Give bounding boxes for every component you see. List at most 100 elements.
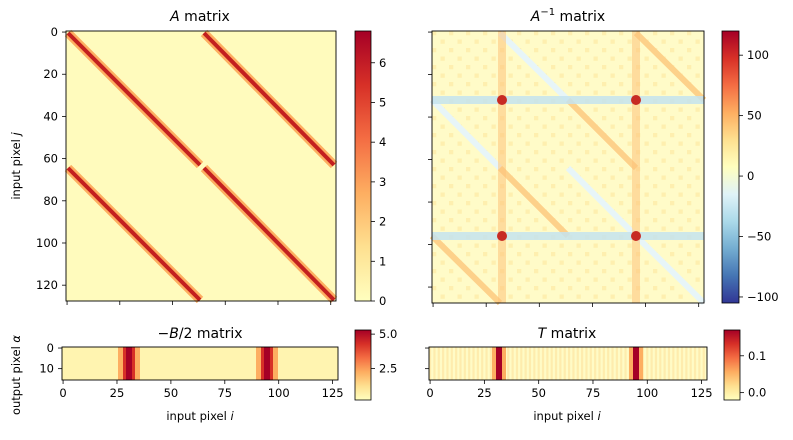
panel-t-stripe [554, 347, 558, 380]
panel-t-x-axis: 0 25 50 75 100 125 [426, 380, 713, 400]
panel-ainv-cell [542, 107, 547, 112]
panel-a-diagonal-lower-right-core [202, 166, 336, 302]
panel-b-x-tick-label: 125 [322, 386, 344, 400]
panel-ainv-cell [466, 184, 471, 189]
panel-ainv-cell [432, 48, 437, 53]
panel-ainv-cell [585, 133, 590, 138]
panel-ainv-cell [517, 31, 522, 36]
panel-ainv-cell [542, 141, 547, 146]
panel-ainv-cell [542, 294, 547, 299]
panel-ainv-cell [440, 73, 445, 78]
panel-ainv-cell [508, 124, 513, 129]
panel-ainv-cell [483, 48, 488, 53]
panel-ainv-cell [474, 192, 479, 197]
panel-ainv-cell [474, 243, 479, 248]
panel-ainv-cell [661, 90, 666, 95]
panel-ainv-cell [585, 286, 590, 291]
panel-ainv-cell [576, 277, 581, 282]
panel-ainv-cell [653, 286, 658, 291]
panel-t-stripe [515, 347, 519, 380]
panel-ainv-cell [610, 175, 615, 180]
panel-t-stripe [667, 347, 671, 380]
panel-ainv-cell [432, 201, 437, 206]
panel-ainv-cell [627, 90, 632, 95]
panel-t-x-label: input pixel i [533, 409, 601, 423]
panel-ainv-cell [585, 150, 590, 155]
panel-ainv-cell [585, 167, 590, 172]
panel-t-stripe [693, 347, 697, 380]
panel-ainv-cell [517, 167, 522, 172]
panel-ainv-cell [619, 82, 624, 87]
panel-ainv-cell [695, 158, 700, 163]
panel-t-stripe [433, 347, 436, 380]
panel-ainv-cell [610, 277, 615, 282]
panel-t-stripe [680, 347, 684, 380]
panel-ainv-cell [542, 39, 547, 44]
panel-ainv-cell [568, 150, 573, 155]
panel-ainv-cell [457, 107, 462, 112]
panel-ainv-cell [585, 48, 590, 53]
panel-ainv-cell [627, 243, 632, 248]
panel-ainv-cell [534, 116, 539, 121]
panel-t-stripe [615, 347, 618, 380]
panel-ainv-cell [678, 90, 683, 95]
panel-ainv-diagonal-2 [429, 97, 503, 171]
panel-a-diagonal-upper-right-core [202, 31, 336, 167]
panel-ainv-cell [517, 65, 522, 70]
panel-ainv-cell [644, 226, 649, 231]
panel-ainv-cell [440, 260, 445, 265]
panel-ainv-cell [559, 39, 564, 44]
panel-ainv-cell [619, 252, 624, 257]
panel-ainv-cell [457, 294, 462, 299]
panel-ainv-cell [653, 269, 658, 274]
panel-ainv-cell [449, 269, 454, 274]
panel-ainv-cell [644, 56, 649, 61]
panel-b-colorbar-fill [354, 329, 372, 401]
panel-ainv-cell [517, 150, 522, 155]
panel-t-x-tick-label: 125 [691, 386, 713, 400]
panel-ainv-cell [457, 243, 462, 248]
panel-ainv-cell [593, 56, 598, 61]
panel-ainv-cell [508, 294, 513, 299]
panel-ainv-cell [483, 269, 488, 274]
panel-t-stripe [607, 347, 610, 380]
panel-ainv-cell [559, 158, 564, 163]
panel-ainv-cell [678, 56, 683, 61]
panel-t-stripe [589, 347, 592, 380]
panel-ainv-cell [695, 226, 700, 231]
panel-ainv-cell [432, 150, 437, 155]
panel-ainv-cell [466, 167, 471, 172]
panel-t-stripe [702, 347, 705, 380]
panel-ainv-cell [695, 56, 700, 61]
panel-ainv-cell [670, 82, 675, 87]
panel-ainv-cell [619, 133, 624, 138]
panel-ainv-cell [542, 243, 547, 248]
panel-ainv-cell [551, 201, 556, 206]
panel-ainv-cell [466, 201, 471, 206]
panel-ainv-cell [687, 48, 692, 53]
panel-ainv-cell [687, 65, 692, 70]
panel-ainv-cell [695, 209, 700, 214]
panel-ainv-cell [483, 167, 488, 172]
panel-ainv-cell [576, 192, 581, 197]
panel-ainv-cell [449, 201, 454, 206]
panel-ainv-cell [559, 56, 564, 61]
panel-ainv-cell [508, 141, 513, 146]
panel-ainv-cell [576, 260, 581, 265]
panel-ainv-cell [449, 48, 454, 53]
panel-ainv-cell [457, 209, 462, 214]
panel-ainv-cell [534, 150, 539, 155]
panel-ainv-cell [619, 286, 624, 291]
panel-ainv-cell [508, 73, 513, 78]
panel-ainv-cell [534, 133, 539, 138]
panel-ainv-cell [661, 277, 666, 282]
panel-t-stripe [585, 347, 588, 380]
panel-ainv-matrix: A−1 matrix 100 50 0 −50 −100 [428, 7, 779, 307]
panel-ainv-cell [491, 90, 496, 95]
panel-a-colorbar-tick-label: 2 [379, 215, 386, 229]
panel-ainv-cell [568, 252, 573, 257]
panel-ainv-cell [695, 39, 700, 44]
panel-ainv-cell [457, 226, 462, 231]
panel-ainv-cell [695, 260, 700, 265]
panel-ainv-title: A−1 matrix [530, 7, 605, 25]
